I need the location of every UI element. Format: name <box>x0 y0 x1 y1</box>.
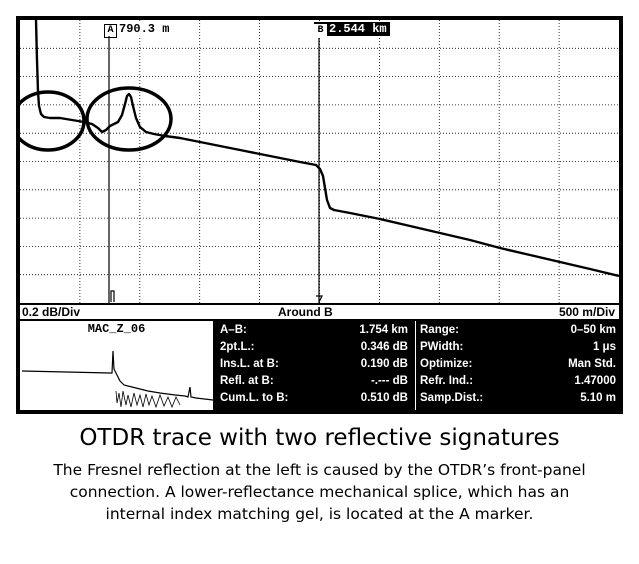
setting-label: Range: <box>420 324 459 336</box>
scale-bar: 0.2 dB/Div Around B 500 m/Div <box>20 305 619 319</box>
vertical-scale: 0.2 dB/Div <box>22 305 81 319</box>
setting-label: Samp.Dist.: <box>420 392 484 404</box>
marker-a-readout[interactable]: A 790.3 m <box>104 22 173 38</box>
overview-trace <box>21 350 213 409</box>
readout-label: Cum.L. to B: <box>220 392 289 404</box>
acquisition-settings: Range: 0–50 km PWidth: 1 μs Optimize: Ma… <box>415 321 620 410</box>
readout-row: A–B: 1.754 km <box>216 322 412 339</box>
setting-row: PWidth: 1 μs <box>416 339 620 356</box>
setting-row: Range: 0–50 km <box>416 322 620 339</box>
readout-row: Refl. at B: -.--- dB <box>216 373 412 390</box>
otdr-trace <box>34 20 619 278</box>
setting-value: 1.47000 <box>574 375 616 387</box>
readout-label: A–B: <box>220 324 247 336</box>
setting-value: 0–50 km <box>570 324 616 336</box>
setting-value: 1 μs <box>592 341 616 353</box>
caption-title: OTDR trace with two reflective signature… <box>79 425 560 451</box>
setting-row: Samp.Dist.: 5.10 m <box>416 390 620 407</box>
readout-label: Refl. at B: <box>220 375 274 387</box>
marker-b-value: 2.544 km <box>329 22 387 36</box>
info-panel: MAC_Z_06 A–B: 1.754 km 2pt.L.: 0.346 dB … <box>20 321 620 410</box>
marker-b-readout[interactable]: B 2.544 km <box>314 22 390 38</box>
setting-value: Man Std. <box>568 358 616 370</box>
readout-value: 1.754 km <box>359 324 408 336</box>
trace-plot: A 790.3 m B 2.544 km <box>20 20 619 303</box>
marker-a-letter: A <box>104 24 117 38</box>
trace-filename: MAC_Z_06 <box>87 322 146 336</box>
marker-a-foot <box>110 290 115 302</box>
plot-grid <box>20 20 619 303</box>
readout-value: -.--- dB <box>370 375 408 387</box>
caption-body: The Fresnel reflection at the left is ca… <box>53 461 586 523</box>
overview-noise <box>115 390 181 409</box>
horizontal-scale: 500 m/Div <box>558 305 615 319</box>
setting-row: Optimize: Man Std. <box>416 356 620 373</box>
readout-row: Ins.L. at B: 0.190 dB <box>216 356 412 373</box>
setting-label: PWidth: <box>420 341 464 353</box>
readout-row: Cum.L. to B: 0.510 dB <box>216 390 412 407</box>
readout-value: 0.346 dB <box>360 341 408 353</box>
setting-label: Refr. Ind.: <box>420 375 474 387</box>
setting-label: Optimize: <box>420 358 473 370</box>
fresnel-highlight-circle <box>20 90 86 152</box>
splice-highlight-circle <box>85 86 173 152</box>
marker-a-value: 790.3 m <box>119 22 170 36</box>
readout-label: Ins.L. at B: <box>220 358 279 370</box>
setting-value: 5.10 m <box>580 392 616 404</box>
overview-trace-line <box>21 350 213 401</box>
readout-label: 2pt.L.: <box>220 341 255 353</box>
marker-b-foot <box>316 295 323 303</box>
setting-row: Refr. Ind.: 1.47000 <box>416 373 620 390</box>
otdr-screen: A 790.3 m B 2.544 km 0.2 dB/Div Around B 5… <box>16 16 623 414</box>
readout-row: 2pt.L.: 0.346 dB <box>216 339 412 356</box>
marker-b-letter: B <box>314 24 327 38</box>
measurement-readouts: A–B: 1.754 km 2pt.L.: 0.346 dB Ins.L. at… <box>216 321 412 410</box>
overview-trace-panel[interactable]: MAC_Z_06 <box>20 321 213 410</box>
zoom-center: Around B <box>278 305 333 319</box>
readout-value: 0.190 dB <box>360 358 408 370</box>
readout-value: 0.510 dB <box>360 392 408 404</box>
trace-graph <box>20 20 619 303</box>
